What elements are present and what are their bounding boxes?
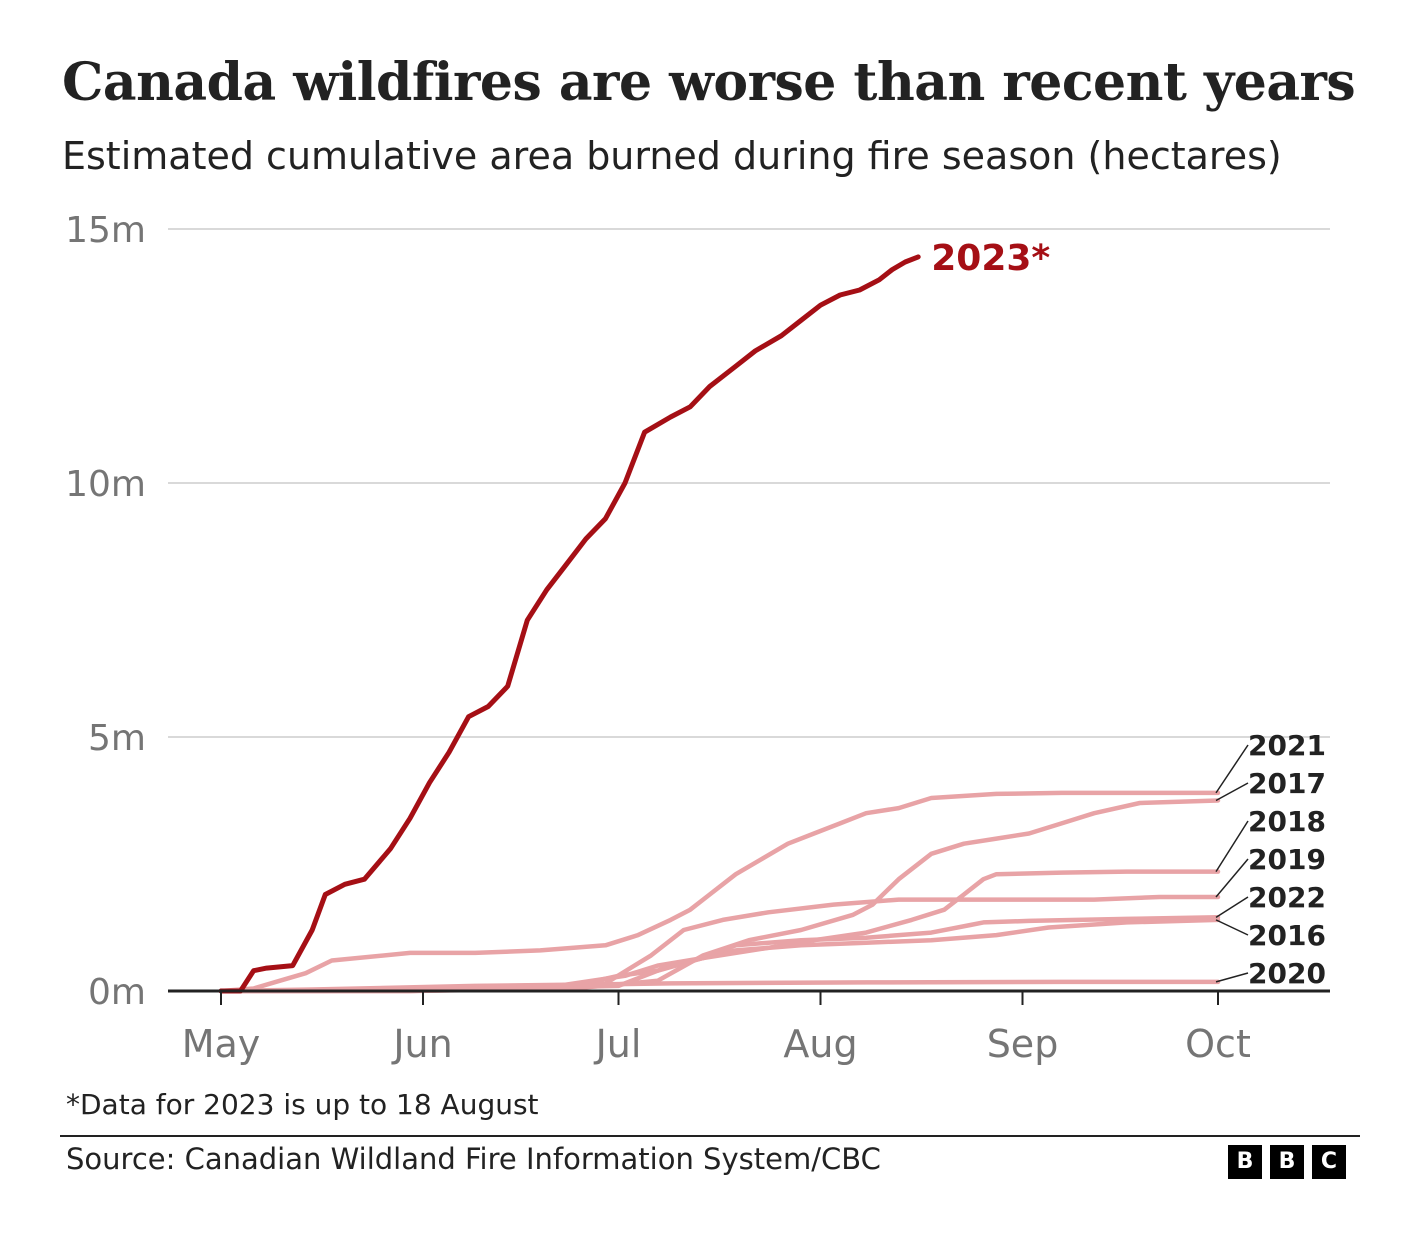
leader-line-2021 [1215,744,1249,794]
series-label-2016: 2016 [1248,919,1326,952]
y-axis-ticks: 0m 5m 10m 15m [65,210,146,1013]
y-tick-label: 10m [65,464,146,505]
y-tick-label: 15m [65,210,146,251]
series-label-2018: 2018 [1248,805,1326,838]
series-label-2022: 2022 [1248,881,1326,914]
bbc-logo-letter: B [1228,1145,1262,1179]
chart-subtitle: Estimated cumulative area burned during … [62,134,1282,178]
y-tick-label: 0m [88,972,146,1013]
bbc-logo-letter: B [1270,1145,1304,1179]
series-label-2017: 2017 [1248,767,1326,800]
series-label-2019: 2019 [1248,843,1326,876]
series-lines [218,254,1221,994]
x-tick-label: Jun [391,1022,452,1066]
footnote: *Data for 2023 is up to 18 August [66,1088,539,1121]
leader-line-2020 [1215,972,1249,983]
leader-line-2018 [1215,820,1249,873]
x-tick-label: Sep [987,1022,1059,1066]
series-labels: 2021 2017 2018 2019 2022 2016 2020 2023* [931,238,1326,990]
bbc-logo-letter: C [1312,1145,1346,1179]
series-line-2023 [218,254,921,994]
leader-line-2022 [1215,896,1249,918]
x-tick-label: Jul [594,1022,642,1066]
series-label-2021: 2021 [1248,729,1326,762]
series-line-2021 [218,790,1221,994]
x-tick-label: Oct [1185,1022,1251,1066]
series-line-2017 [218,798,1221,994]
x-tick-label: May [182,1022,261,1066]
series-label-2020: 2020 [1248,957,1326,990]
bbc-logo: B B C [1228,1145,1346,1179]
series-line-2018 [218,869,1221,994]
leader-line-2019 [1215,858,1249,898]
x-tick-label: Aug [783,1022,857,1066]
series-label-2023: 2023* [931,238,1050,279]
y-tick-label: 5m [88,718,146,759]
series-line-2019 [218,894,1221,994]
source-note: Source: Canadian Wildland Fire Informati… [66,1142,881,1176]
x-axis: May Jun Jul Aug Sep Oct [168,989,1330,1066]
leader-line-2016 [1215,919,1249,936]
chart-title: Canada wildfires are worse than recent y… [62,52,1356,113]
gridlines [168,228,1330,738]
leader-line-2017 [1215,782,1249,802]
footer-divider [60,1135,1360,1137]
